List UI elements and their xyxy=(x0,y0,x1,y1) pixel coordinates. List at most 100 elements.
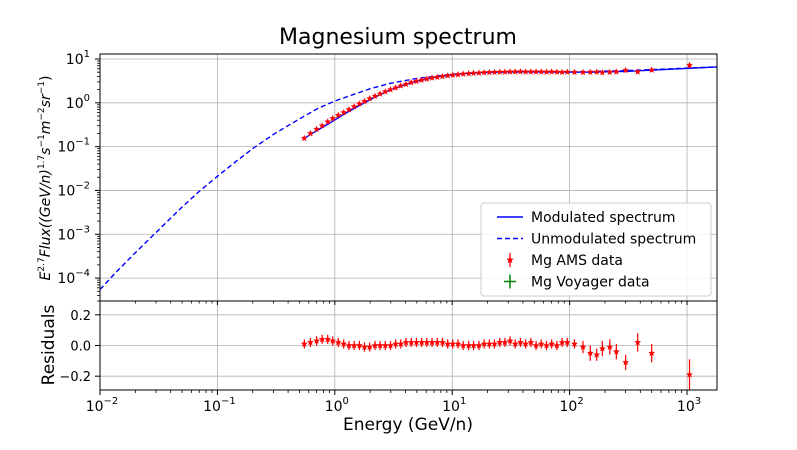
residual-point xyxy=(537,340,545,347)
chart-title: Magnesium spectrum xyxy=(279,25,517,50)
ams-data-point xyxy=(361,97,368,105)
ams-data-point xyxy=(381,88,389,95)
ams-data-point xyxy=(439,72,446,80)
residual-point xyxy=(543,341,550,349)
legend-box xyxy=(480,202,712,297)
ams-data-point xyxy=(548,68,556,75)
residual-point xyxy=(300,340,308,347)
ams-data-point xyxy=(571,68,578,76)
main-y-tick-label: 101 xyxy=(66,49,90,68)
residual-point xyxy=(553,341,561,349)
main-y-tick-label: 10−2 xyxy=(57,180,90,199)
residual-point xyxy=(548,340,556,347)
residual-point xyxy=(527,338,535,346)
ams-data-point xyxy=(334,111,342,119)
residual-point xyxy=(532,341,540,349)
residual-point xyxy=(606,343,614,350)
residual-point xyxy=(586,349,594,357)
residual-point xyxy=(506,337,514,344)
ams-data-point xyxy=(517,68,524,75)
residual-point xyxy=(307,338,314,346)
x-tick-label: 103 xyxy=(677,396,701,415)
ams-data-point xyxy=(598,68,606,76)
ams-data-point xyxy=(449,71,457,78)
ams-data-point xyxy=(313,125,321,133)
residual-point xyxy=(522,340,530,347)
residual-point xyxy=(598,344,606,352)
residual-point xyxy=(563,338,571,346)
main-y-tick-label: 100 xyxy=(66,93,90,112)
ams-data-point xyxy=(454,71,462,78)
ams-data-point xyxy=(459,70,467,77)
ams-data-point xyxy=(324,118,332,125)
ams-data-point xyxy=(376,90,384,97)
residual-point xyxy=(475,341,483,349)
ams-data-point xyxy=(428,74,436,81)
x-tick-label: 101 xyxy=(442,396,466,415)
residual-point xyxy=(334,338,342,346)
legend-handle-star xyxy=(506,256,514,264)
residuals-y-tick-label: −0.2 xyxy=(59,370,91,385)
ams-data-point xyxy=(307,129,314,137)
x-axis-label: Energy (GeV/n) xyxy=(343,415,473,435)
legend-label: Modulated spectrum xyxy=(531,210,676,226)
ams-data-point xyxy=(586,68,594,76)
x-axis-ticks: 10−2 10−1 100 101 102 103 xyxy=(86,301,701,415)
ams-data-point xyxy=(413,77,420,85)
ams-data-point xyxy=(622,66,630,74)
main-panel-data-points xyxy=(300,61,693,142)
residual-point xyxy=(366,343,374,350)
ams-data-point xyxy=(300,134,308,142)
legend-label: Mg AMS data xyxy=(531,253,623,269)
x-tick-label: 100 xyxy=(325,396,349,415)
residuals-panel-data-points xyxy=(300,333,693,390)
ams-data-point xyxy=(686,61,693,69)
ams-data-point xyxy=(433,73,441,81)
residuals-y-axis-ticks: −0.2 0.0 0.2 xyxy=(59,309,100,385)
residual-point xyxy=(387,341,394,349)
ams-data-point xyxy=(444,72,452,79)
main-y-tick-label: 10−1 xyxy=(57,137,90,156)
unmodulated-spectrum-line xyxy=(99,66,718,290)
ams-data-point xyxy=(634,68,642,75)
ams-data-point xyxy=(371,92,379,100)
residual-point xyxy=(313,337,321,344)
ams-data-point xyxy=(387,86,394,93)
residual-point xyxy=(622,358,630,366)
residual-point xyxy=(454,340,462,347)
residual-point xyxy=(511,340,519,347)
residual-point xyxy=(329,337,337,344)
ams-data-point xyxy=(537,68,545,75)
ams-data-point xyxy=(648,66,656,73)
residual-point xyxy=(648,349,656,357)
residual-point xyxy=(397,340,405,347)
ams-data-point xyxy=(407,78,415,86)
legend-label: Unmodulated spectrum xyxy=(531,232,696,248)
ams-data-point xyxy=(612,68,620,75)
residual-point xyxy=(340,340,348,347)
residuals-y-tick-label: 0.0 xyxy=(70,340,91,355)
residual-point xyxy=(355,341,363,349)
residuals-y-tick-label: 0.2 xyxy=(70,309,91,324)
main-y-axis-ticks: 10−4 10−3 10−2 10−1 100 101 xyxy=(57,49,100,302)
ams-data-point xyxy=(563,68,571,75)
x-tick-label: 10−2 xyxy=(86,396,119,415)
ams-data-point xyxy=(345,106,353,113)
ams-data-point xyxy=(350,102,358,110)
residual-point xyxy=(686,371,693,378)
residual-point xyxy=(324,335,332,343)
residual-point xyxy=(517,338,524,346)
residual-point xyxy=(491,340,498,347)
ams-data-point xyxy=(318,122,326,129)
ams-data-point xyxy=(340,108,348,116)
ams-data-point xyxy=(329,114,337,122)
x-tick-label: 10−1 xyxy=(203,396,236,415)
residuals-y-axis-label: Residuals xyxy=(39,305,59,386)
x-tick-label: 102 xyxy=(560,396,584,415)
ams-data-point xyxy=(397,82,405,89)
residual-point xyxy=(439,338,446,346)
residual-point xyxy=(593,351,601,358)
residual-point xyxy=(634,338,642,346)
ams-data-point xyxy=(366,94,374,102)
